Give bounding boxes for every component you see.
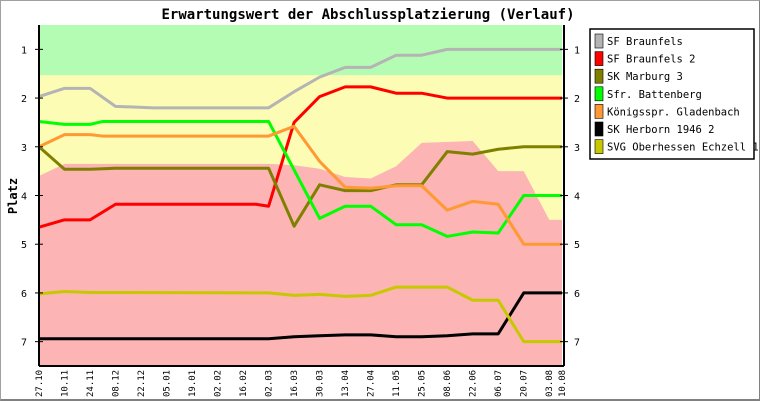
x-tick-label: 05.01 [163, 370, 173, 397]
y-tick-label-right: 4 [574, 192, 580, 203]
x-tick-label: 10.08 [558, 370, 568, 397]
x-tick-label: 08.06 [443, 370, 453, 397]
x-tick-label: 03.08 [545, 370, 555, 397]
y-tick-label-right: 1 [574, 45, 580, 56]
legend-swatch [594, 33, 604, 49]
y-tick-label-left: 3 [21, 143, 27, 154]
series-line-6 [38, 285, 562, 344]
y-axis-label: Platz [6, 178, 20, 214]
series-line-1 [38, 85, 562, 229]
legend-swatch [594, 51, 604, 66]
x-tick-label: 08.12 [112, 370, 122, 397]
x-tick-label: 11.05 [392, 370, 402, 397]
y-tick-label-left: 6 [21, 289, 27, 300]
legend-item-label: SF Braunfels 2 [607, 54, 696, 66]
x-tick-label: 06.07 [494, 370, 504, 397]
y-tick-label-left: 5 [21, 240, 27, 251]
x-tick-label: 25.05 [418, 370, 428, 397]
x-tick-label: 02.02 [214, 370, 224, 397]
series-lines [38, 47, 562, 344]
chart-title: Erwartungswert der Abschlussplatzierung … [161, 7, 574, 23]
legend-swatch [594, 104, 604, 119]
y-tick-label-left: 2 [21, 94, 27, 105]
series-line-5 [39, 291, 562, 341]
x-tick-label: 20.07 [520, 370, 530, 397]
legend-item-label: Sfr. Battenberg [607, 89, 702, 101]
band-relegation [39, 140, 562, 366]
series-line-3 [38, 119, 562, 238]
background-bands [39, 25, 562, 366]
x-tick-label: 10.11 [61, 370, 71, 397]
legend-swatch [594, 68, 604, 84]
series-line-4 [38, 124, 562, 246]
y-tick-label-right: 3 [574, 143, 580, 154]
legend-swatch [594, 121, 604, 137]
y-tick-label-right: 7 [574, 338, 580, 349]
x-tick-label: 27.04 [367, 370, 377, 397]
y-tick-label-left: 4 [21, 192, 27, 203]
series-line-0 [38, 47, 562, 110]
y-tick-label-left: 1 [21, 45, 27, 56]
x-tick-label: 24.11 [86, 370, 96, 397]
legend-item-label: SK Marburg 3 [607, 71, 683, 83]
x-tick-label: 16.03 [290, 370, 300, 397]
y-tick-label-right: 2 [574, 94, 580, 105]
legend: SF Braunfels SF Braunfels 2 SK Marburg 3 Sf… [589, 28, 759, 160]
x-tick-label: 19.01 [188, 370, 198, 397]
x-tick-label: 22.06 [469, 370, 479, 397]
x-tick-label: 22.12 [137, 370, 147, 397]
x-tick-label: 27.10 [35, 370, 45, 397]
series-line-2 [38, 145, 562, 228]
x-tick-label: 30.03 [316, 370, 326, 397]
x-tick-label: 13.04 [341, 370, 351, 397]
legend-swatch [594, 139, 604, 154]
legend-box [589, 28, 755, 160]
x-tick-label: 02.03 [265, 370, 275, 397]
axes: 1 1 2 2 3 3 4 4 5 5 6 6 7 7 27.10 10.11 24.11 08.12 22.12 0… [21, 25, 580, 397]
legend-item-label: SK Herborn 1946 2 [607, 124, 714, 136]
y-tick-label-left: 7 [21, 338, 27, 349]
legend-swatch [594, 86, 604, 102]
legend-item-label: Königsspr. Gladenbach [607, 106, 740, 118]
y-tick-label-right: 6 [574, 289, 580, 300]
legend-item-label: SF Braunfels [607, 36, 683, 48]
x-tick-label: 16.02 [239, 370, 249, 397]
legend-item-label: SVG Oberhessen Echzell 1 [607, 142, 759, 154]
y-tick-label-right: 5 [574, 240, 580, 251]
